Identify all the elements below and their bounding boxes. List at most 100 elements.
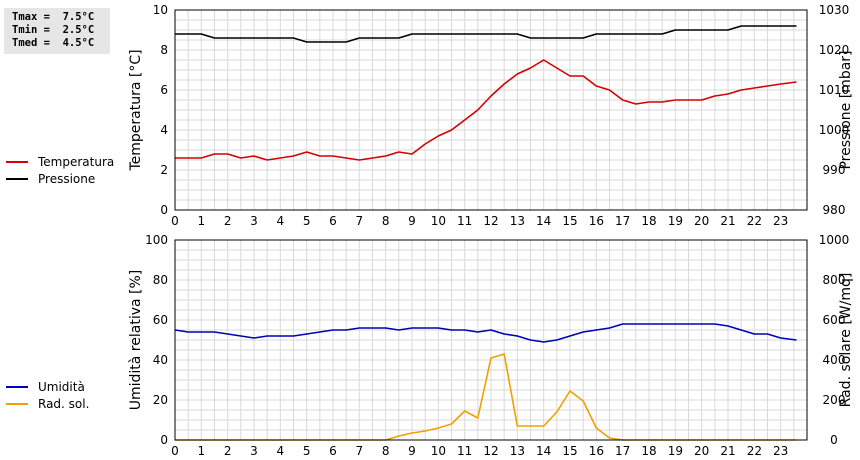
- y-left-tick-label: 10: [153, 3, 168, 17]
- plot-frame-top: [174, 9, 808, 211]
- y-left-tick-labels-bottom: 0 20 40 60 80 100: [145, 233, 168, 447]
- temperature-stats-box: Tmax = 7.5°C Tmin = 2.5°C Tmed = 4.5°C: [4, 8, 110, 54]
- x-tick-label: 7: [356, 214, 364, 228]
- x-tick-label: 22: [747, 214, 762, 228]
- tmin-stat: Tmin = 2.5°C: [12, 24, 95, 36]
- y-right-tick-label: 600: [823, 313, 846, 327]
- legend-top: Temperatura Pressione: [6, 155, 114, 186]
- x-tick-label: 12: [483, 444, 498, 458]
- legend-label: Pressione: [38, 172, 95, 186]
- x-tick-label: 11: [457, 444, 472, 458]
- y-right-tick-label: 980: [823, 203, 846, 217]
- y-right-tick-label: 800: [823, 273, 846, 287]
- legend-label: Temperatura: [37, 155, 114, 169]
- x-tick-label: 1: [198, 444, 206, 458]
- x-tick-label: 1: [198, 214, 206, 228]
- y-right-tick-label: 0: [830, 433, 838, 447]
- y-right-tick-label: 1000: [819, 233, 850, 247]
- y-right-tick-labels-bottom: 0 200 400 600 800 1000: [819, 233, 850, 447]
- x-tick-label: 7: [356, 444, 364, 458]
- x-tick-label: 3: [250, 214, 258, 228]
- chart-bottom: 0 1 2 3 4 5 6 7 8 9 10 11 12 13 14 15 16 17 18 19 20 21 22 23 0…: [6, 233, 854, 458]
- series-line-pressione: [175, 25, 797, 43]
- x-tick-label: 21: [720, 214, 735, 228]
- grid-top: [174, 9, 808, 211]
- x-tick-label: 17: [615, 214, 630, 228]
- x-tick-label: 21: [720, 444, 735, 458]
- x-tick-label: 8: [382, 214, 390, 228]
- y-left-tick-label: 2: [160, 163, 168, 177]
- y-left-tick-label: 20: [153, 393, 168, 407]
- x-tick-label: 13: [510, 444, 525, 458]
- x-tick-label: 4: [277, 214, 285, 228]
- x-tick-label: 2: [224, 444, 232, 458]
- y-left-tick-label: 0: [160, 203, 168, 217]
- plot-frame-bottom: [174, 239, 808, 441]
- grid-bottom: [174, 239, 808, 441]
- x-tick-label: 23: [773, 444, 788, 458]
- y-right-tick-label: 400: [823, 353, 846, 367]
- y-left-tick-label: 100: [145, 233, 168, 247]
- x-tick-label: 3: [250, 444, 258, 458]
- x-tick-label: 19: [668, 444, 683, 458]
- y-left-tick-label: 4: [160, 123, 168, 137]
- x-tick-label: 20: [694, 444, 709, 458]
- x-tick-label: 10: [431, 214, 446, 228]
- x-tick-label: 23: [773, 214, 788, 228]
- tmed-stat: Tmed = 4.5°C: [12, 37, 95, 49]
- x-tick-label: 14: [536, 444, 551, 458]
- y-right-tick-label: 1020: [819, 43, 850, 57]
- x-tick-label: 4: [277, 444, 285, 458]
- x-tick-labels-top: 0 1 2 3 4 5 6 7 8 9 10 11 12 13 14 15 16 17 18 19 20 21 22 23: [171, 214, 788, 228]
- x-tick-label: 17: [615, 444, 630, 458]
- y-right-tick-label: 990: [823, 163, 846, 177]
- x-tick-label: 14: [536, 214, 551, 228]
- x-tick-label: 16: [589, 214, 604, 228]
- x-tick-label: 6: [329, 444, 337, 458]
- x-tick-label: 15: [562, 214, 577, 228]
- x-tick-label: 11: [457, 214, 472, 228]
- y-left-tick-label: 40: [153, 353, 168, 367]
- x-tick-label: 13: [510, 214, 525, 228]
- x-tick-label: 5: [303, 444, 311, 458]
- y-left-tick-label: 6: [160, 83, 168, 97]
- x-tick-label: 5: [303, 214, 311, 228]
- y-left-tick-labels-top: 0 2 4 6 8 10: [153, 3, 168, 217]
- x-tick-labels-bottom: 0 1 2 3 4 5 6 7 8 9 10 11 12 13 14 15 16 17 18 19 20 21 22 23: [171, 444, 788, 458]
- x-tick-label: 0: [171, 444, 179, 458]
- y-left-tick-label: 0: [160, 433, 168, 447]
- x-tick-label: 8: [382, 444, 390, 458]
- x-tick-label: 9: [408, 214, 416, 228]
- y-axis-title-left-bottom: Umidità relativa [%]: [128, 270, 144, 411]
- x-tick-label: 12: [483, 214, 498, 228]
- x-tick-label: 18: [641, 444, 656, 458]
- x-tick-label: 19: [668, 214, 683, 228]
- series-line-rad-sol: [175, 353, 797, 441]
- x-tick-label: 0: [171, 214, 179, 228]
- y-right-tick-labels-top: 980 990 1000 1010 1020 1030: [819, 3, 850, 217]
- x-tick-label: 2: [224, 214, 232, 228]
- y-left-tick-label: 8: [160, 43, 168, 57]
- y-right-tick-label: 1000: [819, 123, 850, 137]
- series-bottom: [174, 323, 797, 441]
- y-axis-title-right-bottom: Rad. solare [W/mq]: [838, 273, 854, 408]
- x-tick-label: 6: [329, 214, 337, 228]
- legend-bottom: Umidità Rad. sol.: [6, 380, 89, 411]
- x-tick-label: 10: [431, 444, 446, 458]
- x-tick-label: 9: [408, 444, 416, 458]
- y-right-tick-label: 200: [823, 393, 846, 407]
- x-tick-label: 15: [562, 444, 577, 458]
- x-tick-label: 22: [747, 444, 762, 458]
- legend-label: Umidità: [38, 380, 85, 394]
- y-right-tick-label: 1030: [819, 3, 850, 17]
- chart-top: 0 1 2 3 4 5 6 7 8 9 10 11 12 13 14 15 16 17 18 19 20 21 22 23 0…: [6, 3, 854, 228]
- y-left-tick-label: 60: [153, 313, 168, 327]
- series-top: [175, 25, 797, 161]
- x-tick-label: 20: [694, 214, 709, 228]
- x-tick-label: 16: [589, 444, 604, 458]
- series-line-temperatura: [175, 59, 797, 161]
- tmax-stat: Tmax = 7.5°C: [12, 11, 95, 23]
- legend-label: Rad. sol.: [38, 397, 89, 411]
- y-right-tick-label: 1010: [819, 83, 850, 97]
